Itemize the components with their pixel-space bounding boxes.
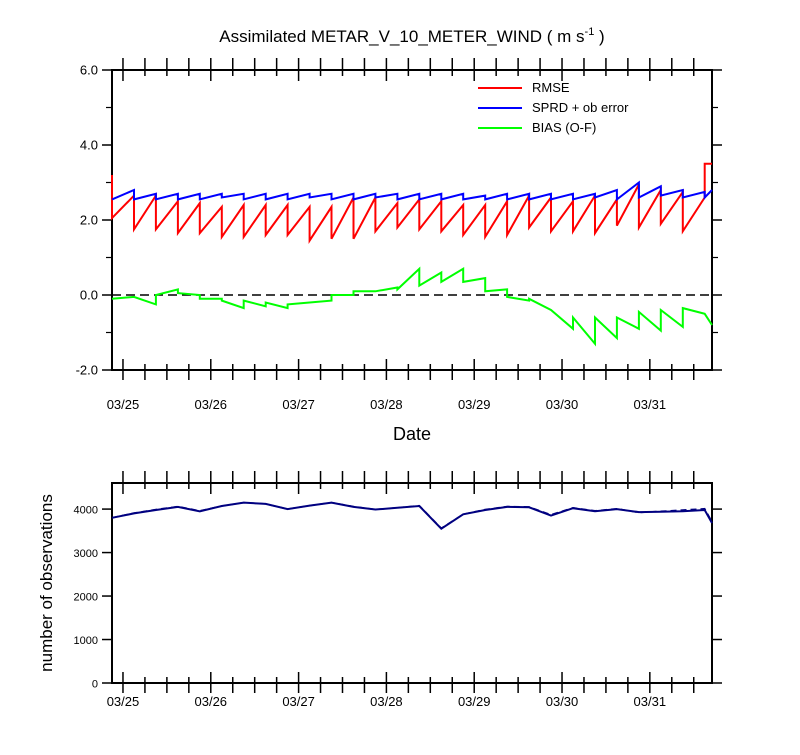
bottom-plot-frame: [111, 482, 713, 684]
top-panel: -2.0 0.0 2.0 4.0 6.0 03/25 03/26 03/27 03/28 03/2…: [76, 58, 722, 444]
top-y-tick-label: 2.0: [80, 213, 98, 228]
top-series-bias-o-f: [111, 266, 713, 347]
bottom-x-tick-label: 03/28: [370, 694, 403, 709]
bottom-y-tick-label: 3000: [74, 548, 98, 560]
top-y-tick-label: 6.0: [80, 63, 98, 78]
top-x-tick-label: 03/28: [370, 397, 403, 412]
top-x-tick-label: 03/26: [195, 397, 228, 412]
bottom-y-tick-label: 0: [92, 679, 98, 691]
top-x-axis-label: Date: [393, 424, 431, 444]
bottom-y-tick-label: 1000: [74, 635, 98, 647]
top-x-tick-label: 03/30: [546, 397, 579, 412]
top-series-rmse: [111, 162, 712, 244]
top-x-tick-label: 03/31: [634, 397, 667, 412]
bottom-x-tick-label: 03/26: [195, 694, 228, 709]
top-y-tick-label: 4.0: [80, 138, 98, 153]
top-x-tick-label: 03/25: [107, 397, 140, 412]
top-y-tick-label: 0.0: [80, 288, 98, 303]
top-plot-frame: [111, 69, 713, 371]
top-x-tick-label: 03/27: [282, 397, 315, 412]
bottom-y-axis-label: number of observations: [37, 494, 56, 672]
top-legend-label: BIAS (O-F): [532, 120, 596, 135]
bottom-x-tick-label: 03/25: [107, 694, 140, 709]
top-legend-label: SPRD + ob error: [532, 100, 629, 115]
bottom-y-tick-label: 4000: [74, 505, 98, 517]
top-x-tick-label: 03/29: [458, 397, 491, 412]
top-series-sprd-ob-error: [111, 180, 713, 202]
bottom-x-tick-label: 03/31: [634, 694, 667, 709]
bottom-series-obs-count-dashed: [111, 501, 713, 530]
top-legend-label: RMSE: [532, 80, 570, 95]
bottom-x-tick-label: 03/29: [458, 694, 491, 709]
bottom-panel: 0 1000 2000 3000 4000 03/25 03/26 03/27 03/28 03/…: [37, 471, 722, 709]
bottom-x-tick-label: 03/30: [546, 694, 579, 709]
chart-title: Assimilated METAR_V_10_METER_WIND ( m s-…: [219, 26, 604, 46]
top-y-tick-label: -2.0: [76, 363, 98, 378]
bottom-x-tick-label: 03/27: [282, 694, 315, 709]
bottom-y-tick-label: 2000: [74, 592, 98, 604]
